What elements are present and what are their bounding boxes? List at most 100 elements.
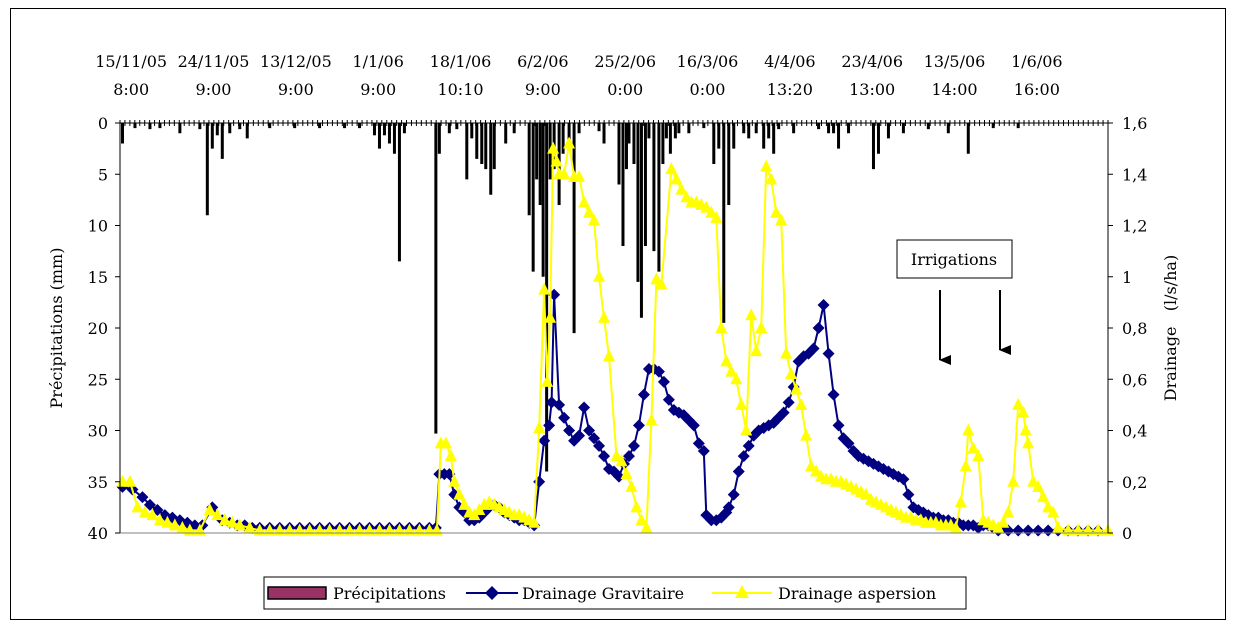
series-point-aspersion <box>541 374 554 387</box>
series-point-gravitaire <box>822 347 835 360</box>
series-point-gravitaire <box>727 488 740 501</box>
precipitation-bar <box>382 123 386 136</box>
y-right-axis-label: Drainage (l/s/ha) <box>1161 255 1180 401</box>
series-point-aspersion <box>430 523 443 536</box>
series-point-aspersion <box>735 397 748 410</box>
series-point-aspersion <box>453 487 466 500</box>
precipitation-bar <box>572 123 576 334</box>
precipitation-bar <box>120 123 124 144</box>
precipitation-bar <box>632 123 636 164</box>
precipitation-bar <box>293 123 297 129</box>
series-point-aspersion <box>253 523 266 536</box>
series-point-aspersion <box>303 523 316 536</box>
series-point-gravitaire <box>687 419 700 432</box>
series-point-gravitaire <box>737 450 750 463</box>
y-left-tick-label: 20 <box>88 319 108 338</box>
series-point-aspersion <box>439 436 452 449</box>
precipitation-bar <box>198 123 202 130</box>
series-point-aspersion <box>949 520 962 533</box>
x-tick-label-date: 15/11/05 <box>95 52 167 71</box>
y-right-tick-label: 0 <box>1122 524 1132 543</box>
legend: Précipitations Drainage Gravitaire Drain… <box>263 576 967 610</box>
precipitation-bar <box>624 123 628 170</box>
precipitation-bar <box>687 123 691 134</box>
series-point-aspersion <box>775 213 788 226</box>
y-left-tick-label: 40 <box>88 524 108 543</box>
series-point-aspersion <box>448 474 461 487</box>
legend-label-gravitaire: Drainage Gravitaire <box>522 584 684 603</box>
series-point-aspersion <box>750 344 763 357</box>
series-point-gravitaire <box>632 419 645 432</box>
series-point-gravitaire <box>538 434 551 447</box>
precipitation-bar <box>504 123 508 144</box>
x-tick-label-time: 14:00 <box>931 80 977 99</box>
precipitation-bar <box>754 123 758 134</box>
precipitation-bar <box>205 123 209 216</box>
precipitation-bar <box>602 123 606 144</box>
y-right-tick-label: 1 <box>1122 268 1132 287</box>
series-point-aspersion <box>1019 423 1032 436</box>
series-point-aspersion <box>183 523 196 536</box>
x-tick-label-time: 9:00 <box>360 80 396 99</box>
y-right-tick-label: 1,2 <box>1122 217 1147 236</box>
series-point-gravitaire <box>692 437 705 450</box>
precipitation-bar <box>621 123 625 246</box>
series-point-gravitaire <box>842 437 855 450</box>
series-point-gravitaire <box>902 488 915 501</box>
series-point-aspersion <box>363 523 376 536</box>
precipitation-bar <box>991 123 995 129</box>
precipitation-bar <box>397 123 401 262</box>
series-point-aspersion <box>583 205 596 218</box>
series-point-gravitaire <box>652 365 665 378</box>
precipitation-bar <box>792 123 796 134</box>
series-point-aspersion <box>720 354 733 367</box>
precipitation-bar <box>832 123 836 134</box>
y-right-tick-label: 1,4 <box>1122 165 1147 184</box>
legend-box <box>263 576 967 610</box>
series-point-aspersion <box>765 172 778 185</box>
series-point-aspersion <box>563 136 576 149</box>
series-point-aspersion <box>383 523 396 536</box>
precipitation-bar <box>489 123 493 195</box>
series-point-aspersion <box>323 523 336 536</box>
series-point-aspersion <box>770 205 783 218</box>
x-tick-label-date: 1/6/06 <box>1011 52 1063 71</box>
series-point-gravitaire <box>593 439 606 452</box>
precipitation-bar <box>661 123 665 164</box>
series-point-aspersion <box>547 141 560 154</box>
chart-frame <box>10 8 1226 620</box>
precipitation-bar <box>643 123 647 246</box>
precipitation-bar <box>926 123 930 130</box>
x-tick-label-time: 8:00 <box>113 80 149 99</box>
series-point-gravitaire <box>832 419 845 432</box>
y-left-tick-label: 10 <box>88 217 108 236</box>
series-point-aspersion <box>313 523 326 536</box>
series-point-aspersion <box>293 523 306 536</box>
precipitation-bar <box>652 123 656 252</box>
y-left-ticks: 0 5 10 15 20 25 30 35 40 <box>88 114 120 543</box>
precipitation-bar <box>215 123 219 136</box>
precipitation-bar <box>318 123 322 129</box>
precipitation-bar <box>871 123 875 170</box>
x-tick-label-date: 18/1/06 <box>430 52 492 71</box>
x-tick-label-date: 1/1/06 <box>352 52 404 71</box>
y-right-tick-label: 1,6 <box>1122 114 1147 133</box>
precipitation-bar <box>597 123 601 132</box>
precipitation-bar <box>727 123 731 205</box>
series-point-gravitaire <box>578 401 591 414</box>
precipitation-bar <box>577 123 581 134</box>
series-lines <box>116 136 1114 537</box>
series-point-aspersion <box>1007 474 1020 487</box>
series-point-gravitaire <box>588 432 601 445</box>
series-point-aspersion <box>578 195 591 208</box>
series-point-aspersion <box>161 515 174 528</box>
precipitation-bar <box>946 123 950 134</box>
series-point-gravitaire <box>662 393 675 406</box>
series-point-aspersion <box>211 508 224 521</box>
series-point-gravitaire <box>563 424 576 437</box>
series-point-aspersion <box>972 449 985 462</box>
series-point-aspersion <box>533 420 546 433</box>
series-point-gravitaire <box>553 398 566 411</box>
precipitation-bar <box>712 123 716 164</box>
